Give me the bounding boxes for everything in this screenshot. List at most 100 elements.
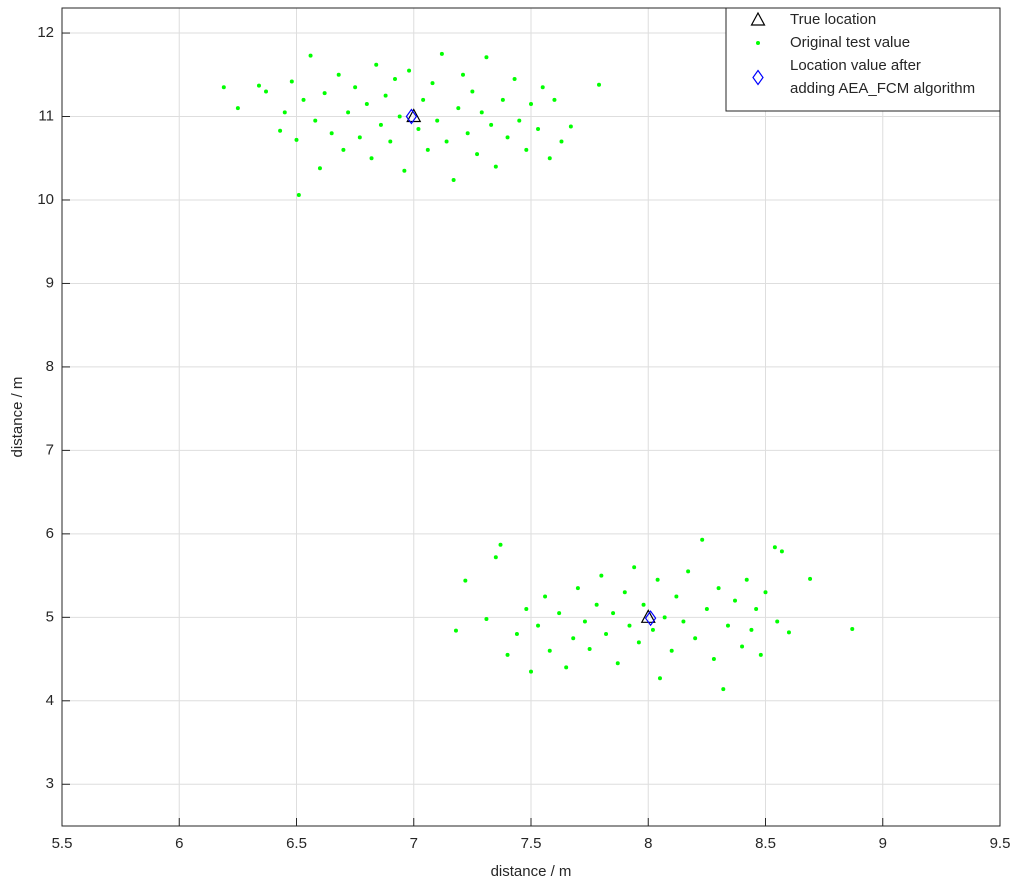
data-point — [611, 611, 616, 616]
data-point — [416, 127, 421, 132]
data-point — [674, 594, 679, 599]
data-point — [721, 687, 726, 692]
data-point — [484, 616, 489, 621]
data-point — [517, 118, 522, 123]
data-point — [744, 577, 749, 582]
data-point — [470, 89, 475, 94]
data-point — [754, 606, 759, 611]
data-point — [336, 72, 341, 77]
data-point — [641, 602, 646, 607]
data-point — [733, 598, 738, 603]
data-point — [524, 147, 529, 152]
data-point — [716, 586, 721, 591]
x-tick-label: 8.5 — [755, 835, 776, 852]
data-point — [681, 619, 686, 624]
data-point — [772, 545, 777, 550]
plot-frame — [61, 7, 1001, 827]
data-point — [475, 152, 480, 157]
data-point — [514, 632, 519, 637]
data-point — [512, 76, 517, 81]
data-point — [587, 647, 592, 652]
data-point — [575, 586, 580, 591]
data-point — [317, 166, 322, 171]
data-point — [779, 549, 784, 554]
data-point — [571, 636, 576, 641]
data-point — [353, 85, 358, 90]
data-point — [529, 101, 533, 106]
data-point — [536, 127, 541, 132]
data-point — [463, 578, 468, 583]
data-point — [758, 652, 763, 657]
data-point — [604, 632, 609, 637]
data-point — [552, 97, 557, 102]
data-point — [498, 542, 503, 547]
data-point — [547, 156, 552, 161]
x-tick-label: 7 — [410, 835, 418, 852]
data-point — [662, 615, 667, 620]
data-point — [564, 665, 569, 670]
x-tick-label: 9.5 — [990, 835, 1011, 852]
data-point — [808, 576, 813, 581]
data-point — [540, 85, 545, 90]
data-point — [282, 110, 287, 115]
data-point — [460, 72, 465, 77]
data-point — [374, 62, 379, 67]
legend-box — [725, 7, 1001, 112]
data-point — [559, 139, 564, 144]
legend-label: True location — [790, 11, 876, 28]
data-point — [557, 611, 562, 616]
legend-marker — [756, 41, 760, 45]
data-point — [547, 648, 552, 653]
data-point — [256, 83, 261, 88]
y-tick-label: 7 — [46, 441, 54, 458]
data-point — [568, 124, 573, 129]
data-point — [493, 164, 498, 169]
x-tick-label: 8 — [644, 835, 652, 852]
data-point — [388, 139, 393, 144]
data-point — [425, 147, 430, 152]
data-point — [711, 657, 716, 662]
data-point — [402, 168, 407, 173]
estimated-location-marker — [405, 108, 418, 125]
legend-label: Location value after adding AEA_FCM algor… — [790, 57, 975, 97]
data-point — [763, 590, 768, 595]
data-point — [594, 602, 599, 607]
data-point — [775, 619, 780, 624]
data-point — [725, 623, 730, 628]
data-point — [786, 630, 791, 635]
data-point — [657, 676, 662, 681]
data-point — [453, 628, 458, 633]
data-point — [536, 623, 541, 628]
data-point — [430, 81, 435, 86]
data-point — [369, 156, 374, 161]
data-point — [264, 89, 269, 94]
data-point — [357, 135, 362, 140]
data-point — [615, 661, 620, 666]
data-point — [383, 93, 388, 98]
data-point — [700, 537, 705, 542]
data-point — [582, 619, 587, 624]
data-point — [505, 135, 510, 140]
data-point — [439, 51, 444, 56]
data-point — [529, 669, 533, 674]
data-point — [364, 101, 369, 106]
data-point — [397, 114, 402, 119]
data-point — [850, 627, 855, 632]
data-point — [704, 606, 709, 611]
data-point — [505, 652, 510, 657]
data-point — [524, 606, 529, 611]
y-tick-label: 12 — [37, 24, 54, 41]
data-point — [235, 106, 240, 111]
legend-label: Original test value — [790, 34, 910, 51]
data-point — [500, 97, 505, 102]
data-point — [444, 139, 449, 144]
y-axis-label: distance / m — [9, 377, 26, 458]
data-point — [392, 76, 397, 81]
legend-marker — [750, 11, 766, 26]
data-point — [636, 640, 641, 645]
data-point — [346, 110, 351, 115]
data-point — [632, 565, 637, 570]
data-point — [627, 623, 632, 628]
data-point — [740, 644, 745, 649]
